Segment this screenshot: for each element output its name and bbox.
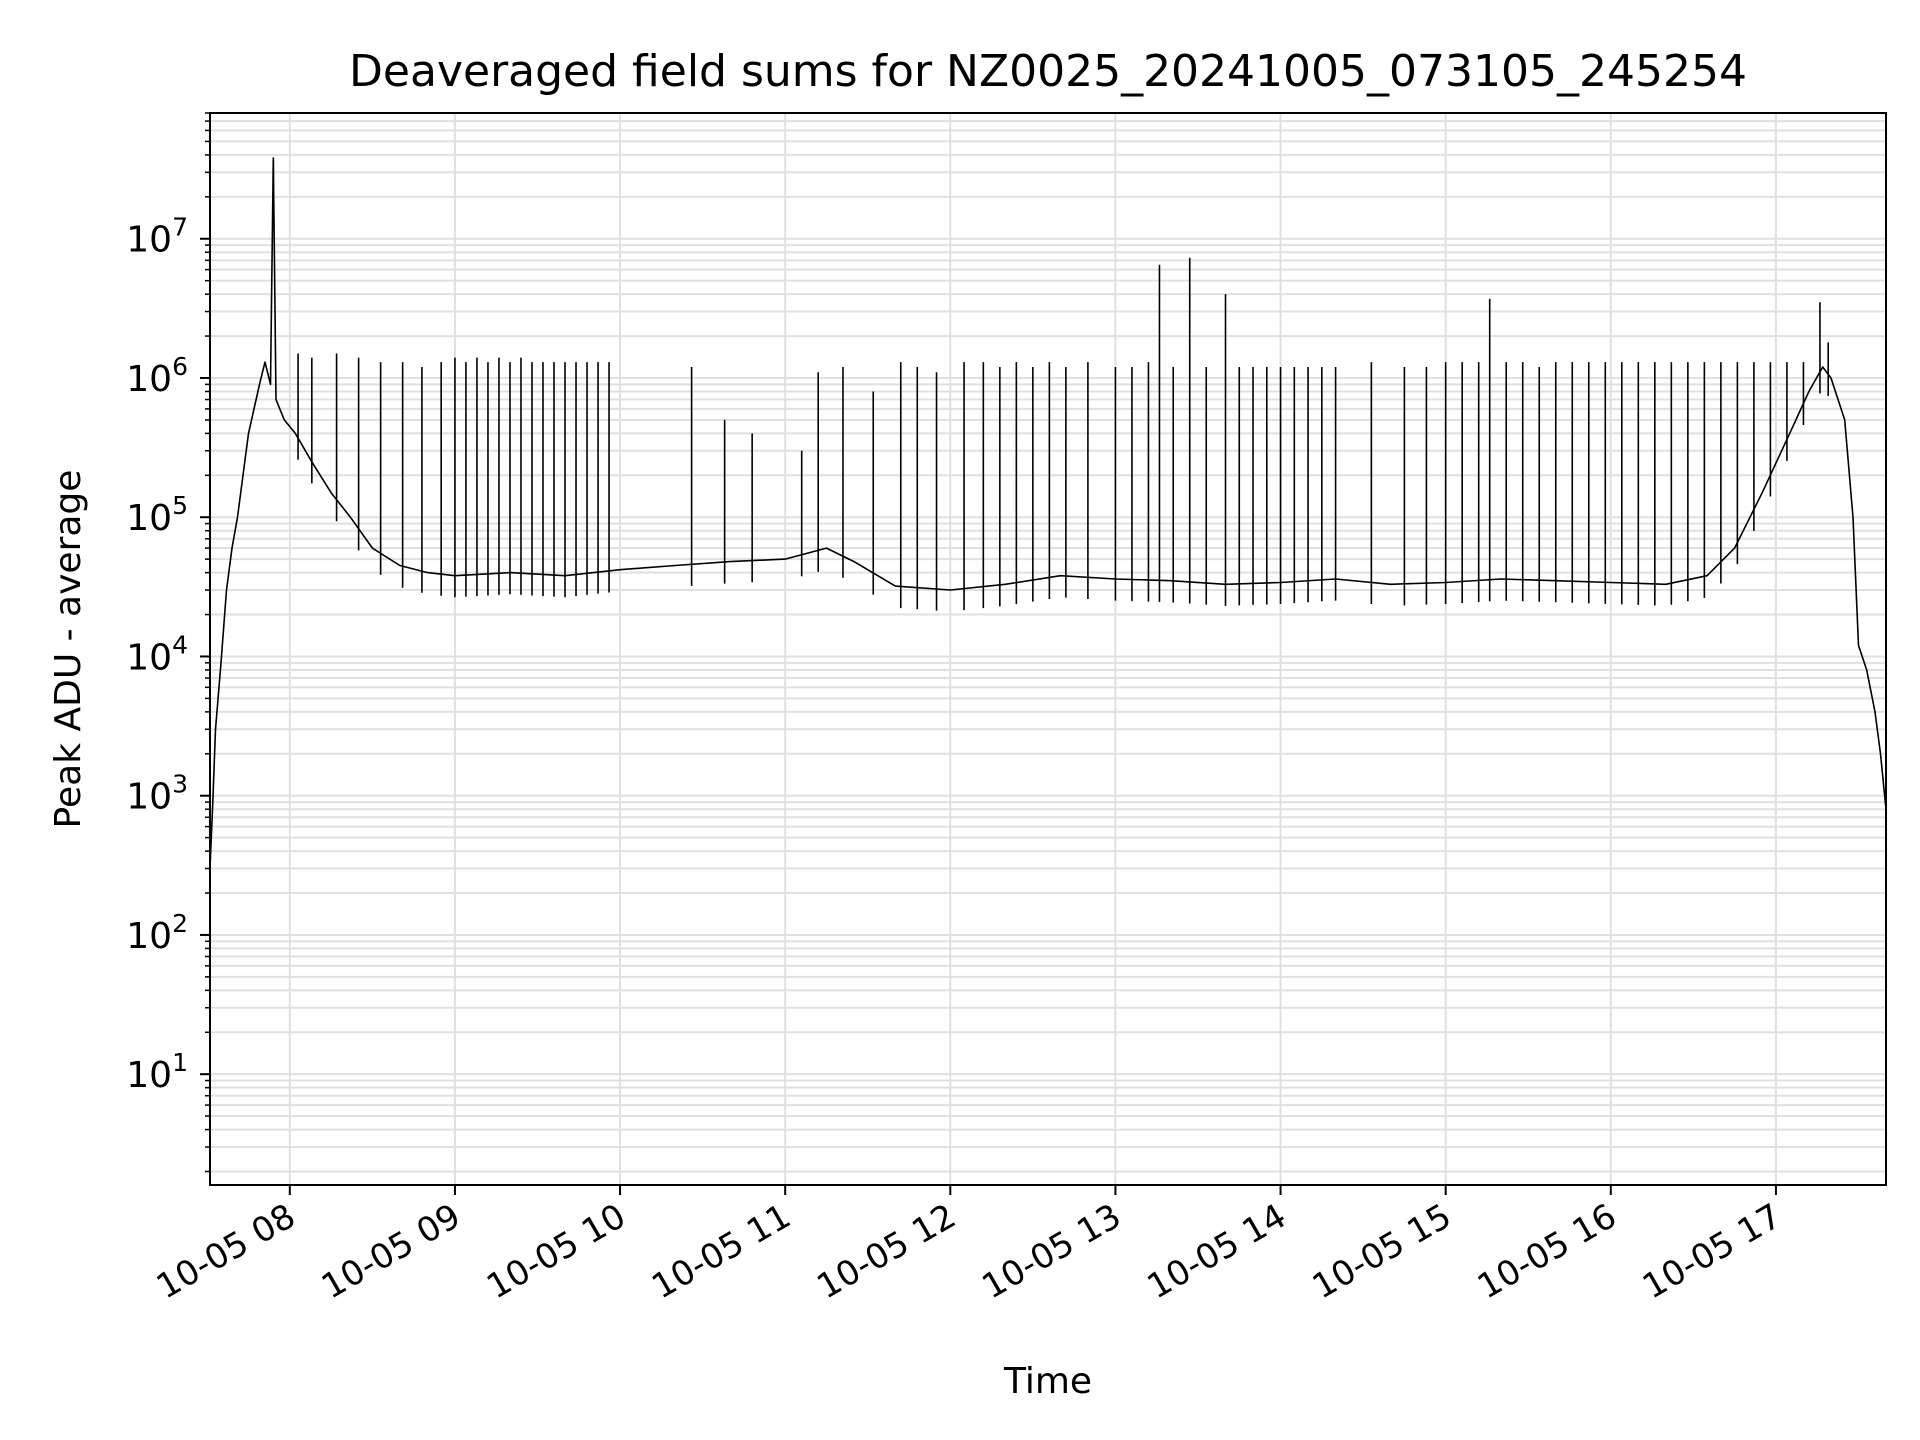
y-axis: 101 102 103 104 105 106 107 — [126, 112, 210, 1173]
y-tick-label: 101 — [126, 1048, 188, 1096]
plot-area — [209, 112, 1887, 1186]
y-tick-label: 104 — [126, 630, 188, 678]
series-line — [209, 157, 1887, 869]
plot-frame — [209, 112, 1887, 1186]
grid-layer — [210, 112, 1886, 1185]
y-tick-label: 106 — [126, 352, 188, 400]
y-tick-label: 105 — [126, 491, 188, 539]
y-tick-label: 102 — [126, 909, 188, 957]
y-axis-label: Peak ADU - average — [48, 470, 89, 829]
plot-background — [210, 113, 1886, 1185]
y-tick-label: 103 — [126, 770, 188, 818]
data-layer — [209, 157, 1887, 869]
y-tick-label: 107 — [126, 213, 188, 261]
chart-title: Deaveraged field sums for NZ0025_2024100… — [349, 46, 1747, 97]
x-axis-label: Time — [1003, 1361, 1092, 1402]
